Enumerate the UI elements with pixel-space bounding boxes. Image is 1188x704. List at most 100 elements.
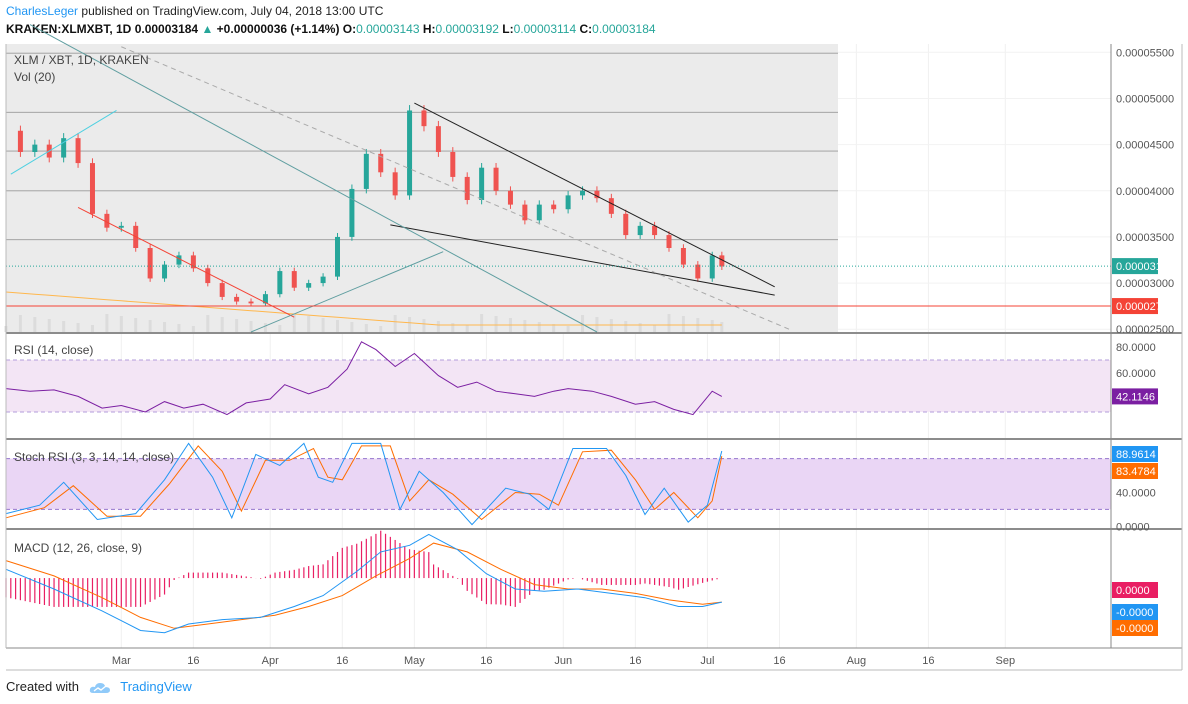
upper-wedge-trendline[interactable]: [414, 102, 775, 288]
rsi-pane[interactable]: 80.0000 60.0000 42.1146 RSI (14, close): [5, 334, 1158, 438]
candle-body: [75, 138, 81, 164]
candle-body: [536, 204, 542, 221]
volume-bar: [436, 321, 440, 332]
price-pane[interactable]: 0.00005500 0.00005000 0.00004500 0.00004000…: [4, 24, 1175, 337]
volume-bar: [653, 325, 657, 332]
lower-wedge-trendline[interactable]: [390, 224, 775, 296]
publish-info: CharlesLeger published on TradingView.co…: [6, 4, 383, 18]
close-label: C:: [579, 22, 593, 36]
candle-body: [248, 301, 254, 304]
macd-signal-tag: -0.0000: [1116, 623, 1153, 635]
volume-bar: [681, 316, 685, 332]
rsi-tick-label: 60.0000: [1116, 368, 1156, 380]
candle-body: [464, 176, 470, 200]
macd-line-tag: -0.0000: [1116, 607, 1153, 619]
cyan-short-trendline[interactable]: [10, 110, 117, 175]
teal-long-down-trendline[interactable]: [29, 24, 598, 333]
candle-body: [565, 195, 571, 210]
macd-pane[interactable]: 0.0000 -0.0000 -0.0000 MACD (12, 26, close,…: [5, 530, 1158, 648]
rsi-line: [5, 341, 723, 416]
current-price-tag-bg: [1112, 258, 1158, 275]
close-value: 0.00003184: [592, 22, 656, 36]
x-tick-label: Sep: [996, 655, 1016, 667]
volume-bar: [206, 315, 210, 332]
teal-up-trendline[interactable]: [250, 251, 444, 333]
macd-hist-tag-bg: [1112, 582, 1158, 598]
tradingview-brand-link[interactable]: TradingView: [120, 679, 192, 694]
rsi-value-tag-bg: [1112, 388, 1158, 405]
candle-body: [608, 198, 614, 214]
up-arrow-icon: ▲: [201, 22, 214, 36]
candle-body: [435, 126, 441, 152]
stoch-d-line: [5, 445, 723, 521]
open-label: O:: [342, 22, 357, 36]
candle-body: [291, 271, 297, 288]
volume-bar: [321, 318, 325, 332]
volume-bar: [220, 317, 224, 332]
volume-bar: [552, 324, 556, 332]
candle-body: [61, 138, 67, 158]
volume-bar: [408, 317, 412, 332]
candle-body: [89, 163, 95, 214]
candle-body: [349, 188, 355, 237]
volume-bar: [33, 317, 37, 332]
candle-body: [104, 213, 110, 228]
footer: Created with TradingView: [6, 679, 192, 694]
candle-body: [580, 190, 586, 196]
stoch-rsi-pane[interactable]: 40.0000 0.0000 88.9614 83.4784 Stoch RSI (3,…: [5, 440, 1158, 533]
volume-bar: [18, 315, 22, 332]
created-with-text: Created with: [6, 679, 79, 694]
x-tick-label: Aug: [847, 655, 867, 667]
volume-bar: [350, 322, 354, 332]
candle-body: [378, 153, 384, 173]
volume-bar: [720, 322, 724, 332]
range-highlight: [6, 44, 838, 332]
volume-bar: [638, 323, 642, 332]
author-link[interactable]: CharlesLeger: [6, 4, 79, 18]
macd-signal-line: [5, 542, 722, 629]
x-tick-label: May: [404, 655, 425, 667]
high-label: H:: [422, 22, 436, 36]
volume-bar: [422, 319, 426, 332]
price-tick-label: 0.00003000: [1116, 278, 1174, 290]
volume-bar: [90, 325, 94, 332]
candle-body: [479, 167, 485, 200]
symbol-line: KRAKEN:XLMXBT, 1D: [6, 22, 132, 36]
candle-body: [551, 204, 557, 210]
candle-body: [392, 172, 398, 196]
stoch-d-tag: 83.4784: [1116, 466, 1156, 478]
volume-bar: [62, 321, 66, 332]
x-tick-label: Mar: [112, 655, 131, 667]
volume-bar: [148, 320, 152, 332]
volume-bar: [47, 319, 51, 332]
volume-bar: [537, 322, 541, 332]
x-tick-label: 16: [922, 655, 934, 667]
x-tick-label: 16: [629, 655, 641, 667]
volume-bar: [480, 314, 484, 332]
volume-bar: [336, 320, 339, 332]
candle-body: [306, 283, 312, 288]
price-pane-title: XLM / XBT, 1D, KRAKEN: [14, 53, 149, 67]
volume-bar: [451, 323, 455, 332]
rsi-value-tag: 42.1146: [1116, 391, 1155, 403]
price-change: +0.00000036 (+1.14%): [216, 22, 340, 36]
volume-bar: [667, 314, 671, 332]
candle-body: [234, 296, 240, 302]
symbol-info: KRAKEN:XLMXBT, 1D 0.00003184 ▲ +0.000000…: [6, 22, 656, 36]
price-tick-label: 0.00004000: [1116, 186, 1174, 198]
macd-line-tag-bg: [1112, 604, 1158, 620]
candle-body: [695, 264, 701, 279]
volume-bar: [379, 326, 383, 332]
candle-body: [335, 236, 340, 277]
candle-body: [637, 225, 643, 236]
open-value: 0.00003143: [356, 22, 420, 36]
rsi-tick-label: 80.0000: [1116, 342, 1156, 354]
volume-bar: [566, 326, 570, 332]
gray-dash-trendline[interactable]: [121, 46, 790, 330]
support-price-tag-bg: [1112, 298, 1158, 315]
macd-line: [5, 533, 722, 634]
candle-body: [407, 110, 413, 196]
low-value: 0.00003114: [513, 22, 577, 36]
red-trend-trendline[interactable]: [77, 206, 295, 318]
